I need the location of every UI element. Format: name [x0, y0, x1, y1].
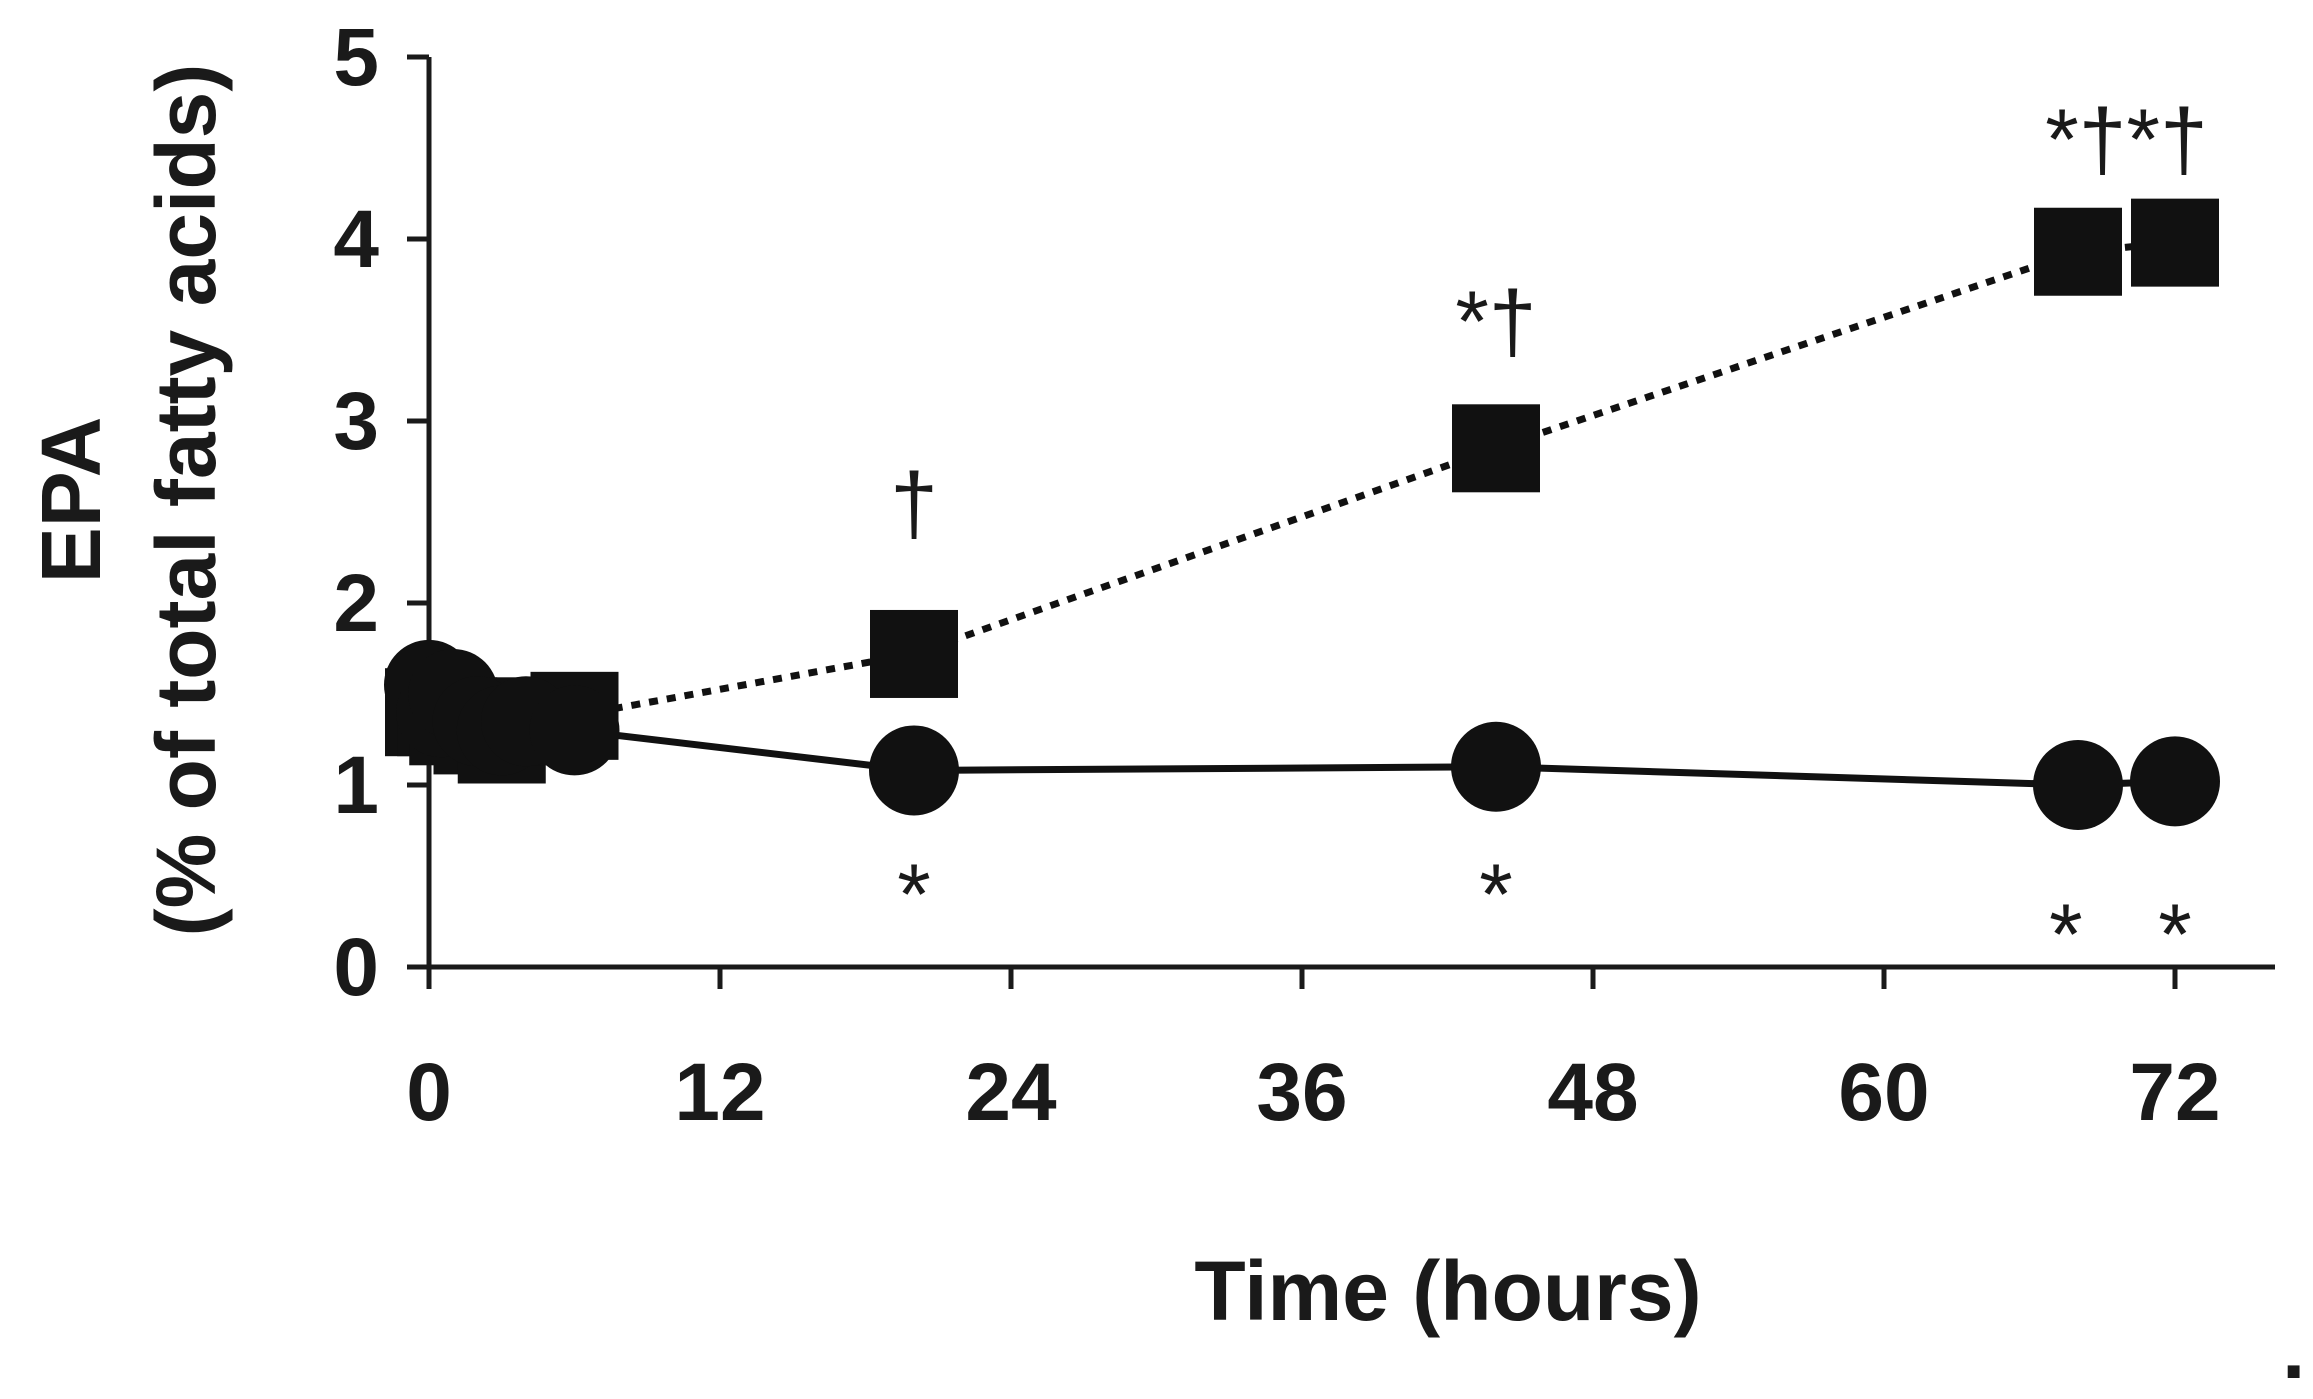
markers-layer	[384, 198, 2220, 830]
x-tick-label: 12	[674, 1047, 765, 1138]
square-marker	[1452, 404, 1540, 493]
y-tick-label: 4	[333, 194, 379, 285]
circle-marker	[2033, 740, 2123, 830]
trailing-mark: .	[2282, 1302, 2305, 1394]
circle-marker	[529, 685, 620, 776]
x-tick-label: 0	[406, 1047, 452, 1138]
x-tick-label: 48	[1547, 1047, 1638, 1138]
x-tick-label: 72	[2129, 1047, 2220, 1138]
y-axis-title-line1: EPA	[24, 417, 118, 583]
significance-annotation: *	[2158, 887, 2191, 983]
y-tick-label: 2	[333, 558, 379, 649]
significance-annotation: *†*†	[2045, 92, 2208, 188]
significance-annotation: *†	[1455, 274, 1536, 370]
square-marker	[2131, 198, 2219, 287]
x-tick-label: 24	[965, 1047, 1057, 1138]
x-axis-title: Time (hours)	[1194, 1244, 1701, 1338]
annotations-layer: †*†*†*†* * * *	[890, 92, 2208, 983]
significance-annotation: *	[1479, 847, 1512, 943]
x-tick-label: 60	[1838, 1047, 1929, 1138]
x-tick-label: 36	[1256, 1047, 1347, 1138]
y-tick-label: 5	[333, 12, 379, 103]
circle-marker	[869, 725, 959, 816]
significance-annotation: *	[897, 847, 930, 943]
series-2-line	[425, 683, 2176, 789]
y-axis-title-line2: (% of total fatty acids)	[139, 64, 233, 937]
significance-annotation: †	[890, 456, 938, 552]
y-tick-label: 0	[333, 922, 379, 1013]
circle-marker	[2130, 736, 2220, 827]
y-tick-label: 3	[333, 376, 379, 467]
significance-annotation: *	[2049, 887, 2082, 983]
square-marker	[2034, 207, 2122, 296]
square-marker	[870, 609, 958, 698]
series-1-line	[429, 239, 2176, 744]
y-tick-label: 1	[333, 740, 379, 831]
circle-marker	[1451, 721, 1541, 812]
lines-layer	[425, 239, 2176, 789]
